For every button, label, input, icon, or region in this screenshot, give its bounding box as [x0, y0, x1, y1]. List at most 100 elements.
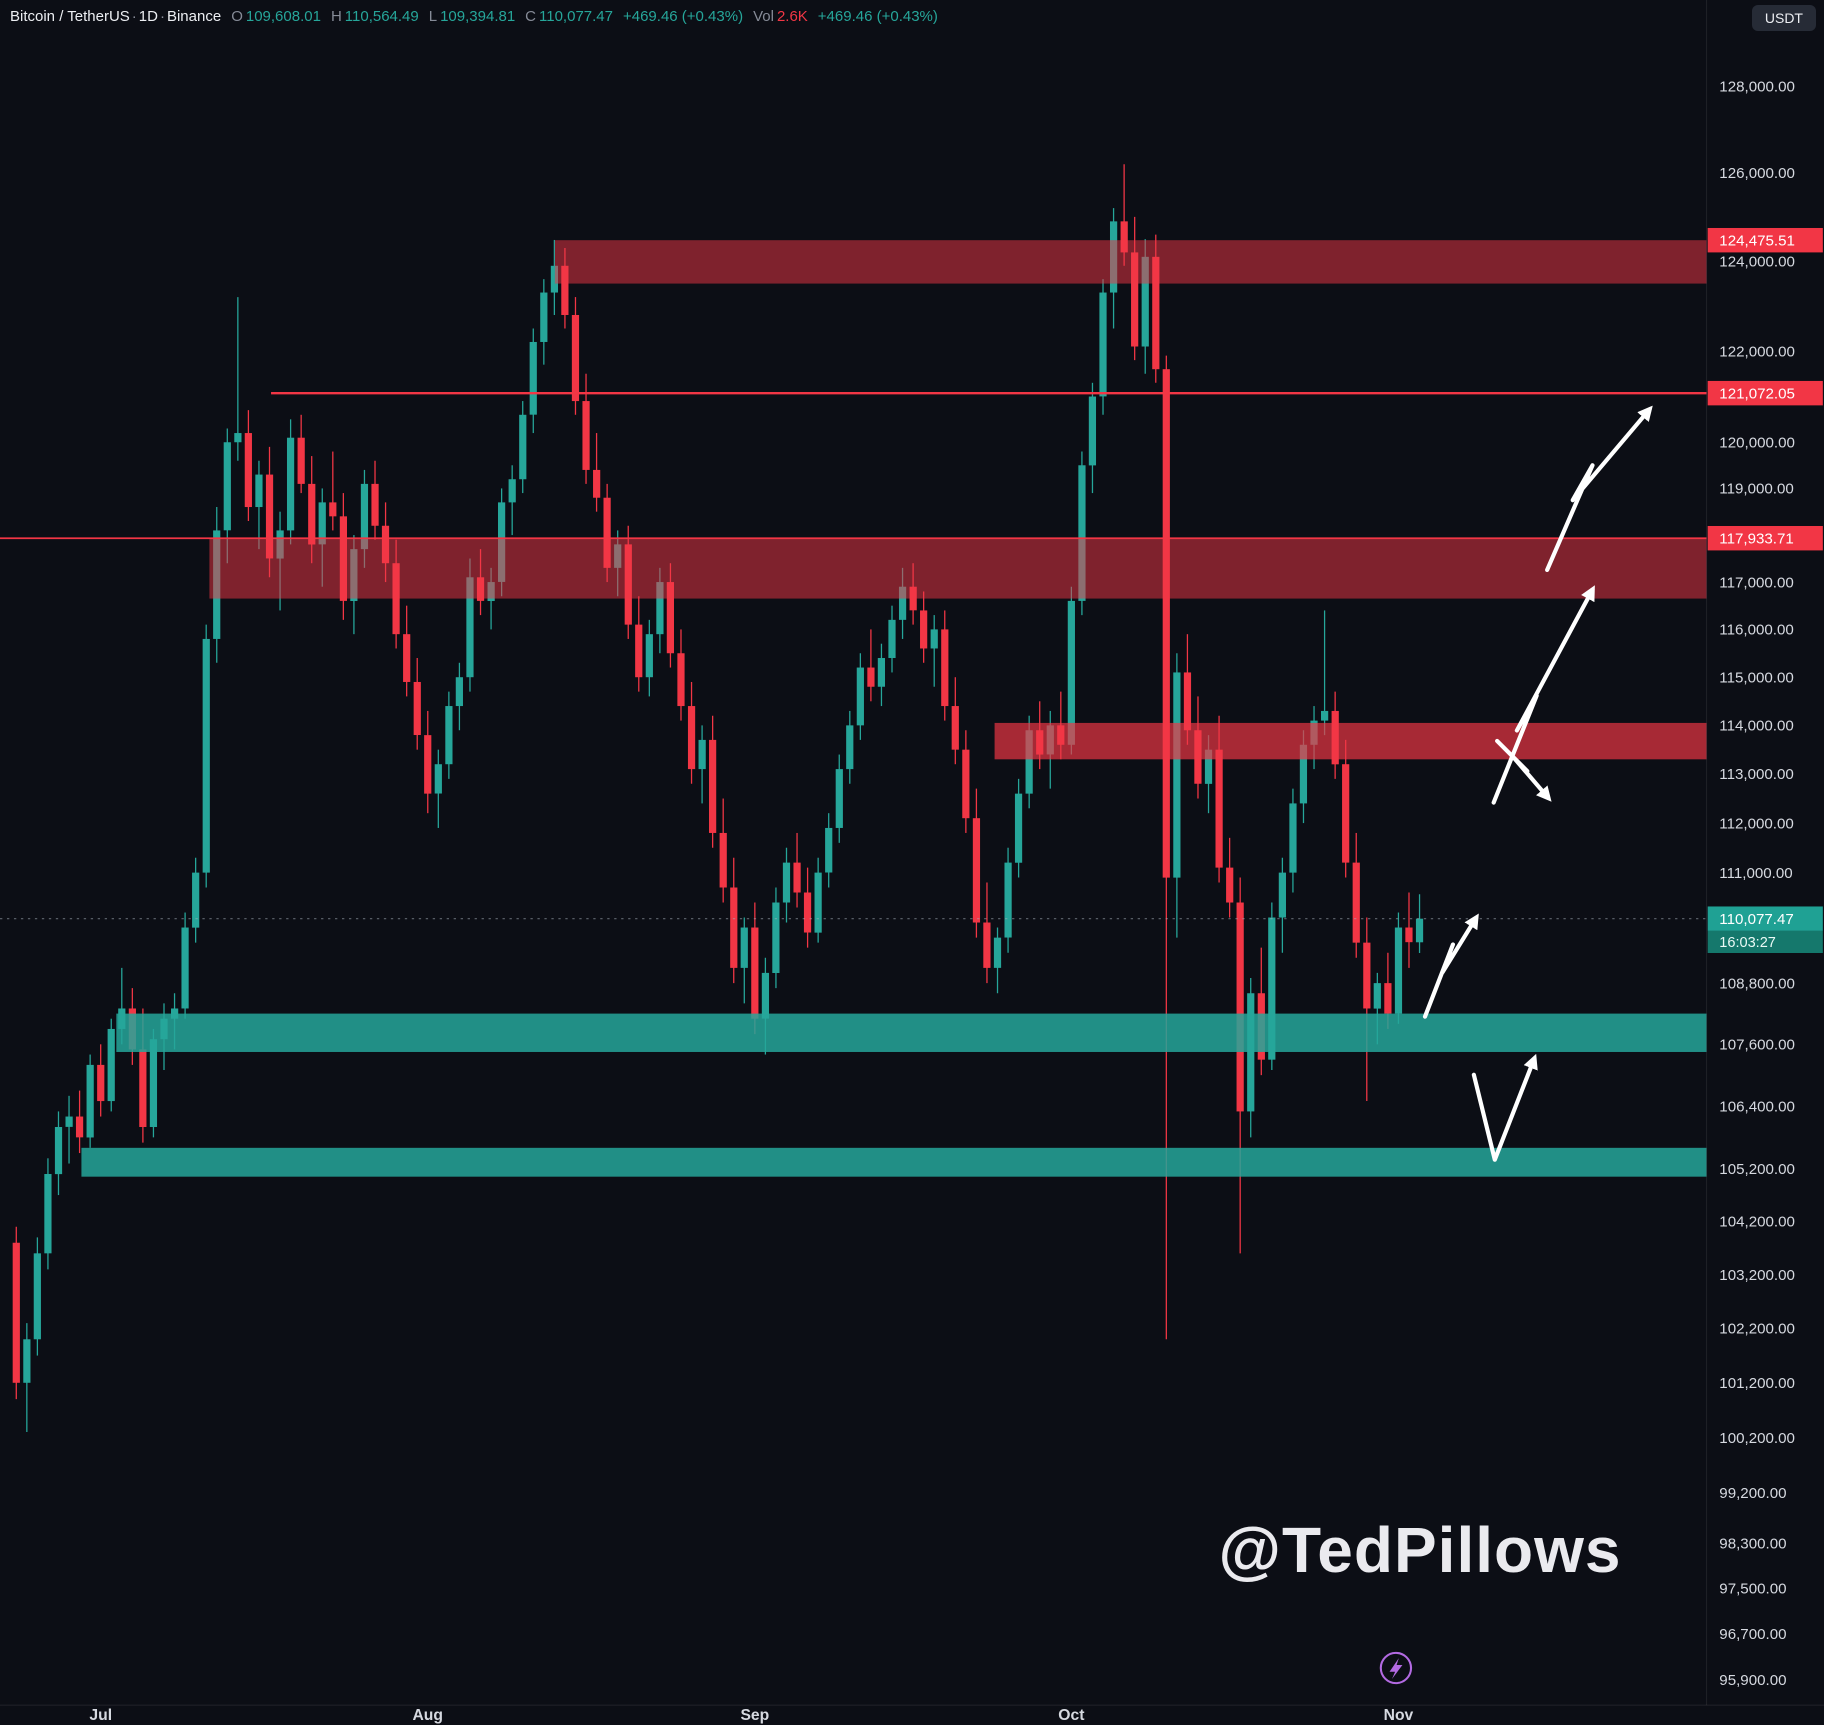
projection-arrow-near-price[interactable]	[1422, 913, 1479, 1019]
price-axis-label: 106,400.00	[1719, 1098, 1795, 1115]
price-axis-label: 98,300.00	[1719, 1535, 1786, 1552]
change-value: +469.46 (+0.43%)	[622, 8, 744, 25]
candle	[86, 1054, 94, 1148]
ohlc-open: O 109,608.01	[231, 8, 321, 25]
candle	[65, 1095, 73, 1164]
candle	[519, 401, 527, 494]
price-axis-label: 122,000.00	[1719, 343, 1795, 360]
supply-zone-117933[interactable]	[209, 538, 1707, 599]
lightning-bolt-icon	[1389, 1658, 1403, 1680]
price-axis-label: 105,200.00	[1719, 1161, 1795, 1178]
candle	[740, 917, 748, 1004]
candle	[1342, 739, 1350, 878]
candle	[23, 1323, 31, 1432]
price-axis-label: 100,200.00	[1719, 1430, 1795, 1447]
projection-arrow-lower[interactable]	[1471, 1053, 1538, 1162]
candle	[877, 643, 886, 707]
candle	[371, 460, 379, 540]
candle	[1173, 653, 1181, 938]
candle	[888, 605, 896, 673]
price-axis-label: 99,200.00	[1719, 1485, 1786, 1502]
candle	[44, 1158, 52, 1270]
candle	[508, 465, 516, 536]
time-axis-label: Sep	[740, 1707, 769, 1724]
price-axis-label: 102,200.00	[1719, 1321, 1795, 1338]
candle	[529, 328, 537, 434]
candle	[698, 725, 706, 804]
price-axis-label: 119,000.00	[1719, 481, 1794, 498]
candle	[993, 927, 1002, 994]
candle	[255, 460, 263, 550]
candle	[455, 662, 463, 731]
demand-zone-108000[interactable]	[116, 1013, 1707, 1052]
price-axis-label: 112,000.00	[1719, 815, 1794, 832]
price-axis-label: 115,000.00	[1719, 669, 1794, 686]
symbol-name: Bitcoin / TetherUS	[10, 8, 130, 25]
candle	[1257, 947, 1265, 1076]
candle	[972, 788, 981, 938]
demand-zone-105200[interactable]	[81, 1147, 1707, 1177]
price-axis-label: 96,700.00	[1719, 1626, 1786, 1643]
projection-arrow-middle[interactable]	[1491, 585, 1595, 805]
candle	[1014, 778, 1023, 878]
candle	[1099, 279, 1107, 415]
interval-label: 1D	[138, 8, 158, 25]
time-axis-label: Aug	[412, 1707, 443, 1724]
candle	[1321, 610, 1329, 736]
time-axis[interactable]: Jul Aug Sep Oct Nov	[0, 1704, 1824, 1725]
candle	[571, 297, 580, 415]
svg-text:121,072.05: 121,072.05	[1719, 385, 1795, 402]
boost-lightning-icon[interactable]	[1379, 1651, 1413, 1685]
price-axis-label: 120,000.00	[1719, 434, 1795, 451]
currency-toggle-button[interactable]: USDT	[1751, 5, 1816, 31]
price-axis-label: 128,000.00	[1719, 78, 1795, 95]
candle	[54, 1111, 63, 1196]
candle	[846, 710, 854, 784]
volume-change-value: +469.46 (+0.43%)	[817, 8, 938, 25]
price-axis[interactable]: 128,000.00 126,000.00 124,000.00 122,000.00…	[1705, 0, 1824, 1725]
candle	[403, 605, 411, 697]
bar-countdown	[1707, 930, 1823, 953]
price-axis-label: 117,000.00	[1719, 574, 1794, 591]
candle	[677, 629, 685, 721]
price-axis-label: 108,800.00	[1719, 975, 1795, 992]
candle	[782, 847, 791, 923]
candle	[540, 279, 548, 365]
supply-demand-zones-layer	[81, 240, 1707, 1177]
candle	[719, 798, 727, 903]
candle	[709, 715, 717, 848]
level-price-badge: 121,072.05	[1707, 380, 1823, 406]
price-axis-label: 101,200.00	[1719, 1375, 1795, 1392]
candle	[1352, 832, 1360, 958]
price-axis-label: 113,000.00	[1719, 766, 1794, 783]
price-axis-label: 107,600.00	[1719, 1037, 1795, 1054]
projection-arrow-upper[interactable]	[1545, 405, 1653, 573]
current-price-badge: 110,077.47 16:03:27	[1707, 906, 1823, 953]
candle	[244, 410, 252, 521]
level-price-badge: 117,933.71	[1707, 525, 1823, 551]
candle	[803, 867, 812, 948]
supply-zone-124475[interactable]	[554, 240, 1707, 284]
candle	[1363, 917, 1371, 1101]
candle	[107, 1018, 115, 1112]
candle	[181, 912, 189, 1019]
candle	[33, 1237, 41, 1356]
candle	[1394, 912, 1403, 1024]
candle	[97, 1044, 105, 1117]
exchange-label: Binance	[166, 8, 222, 25]
boost-icon-circle	[1379, 1651, 1413, 1685]
candle	[1415, 894, 1424, 953]
level-price-badge: 124,475.51	[1707, 227, 1823, 253]
symbol-title[interactable]: Bitcoin / TetherUS · 1D · Binance	[10, 8, 222, 25]
price-axis-label: 97,500.00	[1719, 1581, 1786, 1598]
candle	[593, 433, 601, 512]
projection-arrow-pullback[interactable]	[1495, 738, 1552, 802]
candle	[413, 658, 421, 750]
candle	[202, 624, 210, 888]
supply-zone-114000[interactable]	[994, 722, 1707, 760]
svg-text:110,077.47: 110,077.47	[1719, 911, 1794, 928]
candle	[751, 902, 759, 1035]
volume-readout: Vol 2.6K	[753, 8, 808, 25]
chart-legend: Bitcoin / TetherUS · 1D · Binance O 109,608.0…	[10, 8, 938, 25]
